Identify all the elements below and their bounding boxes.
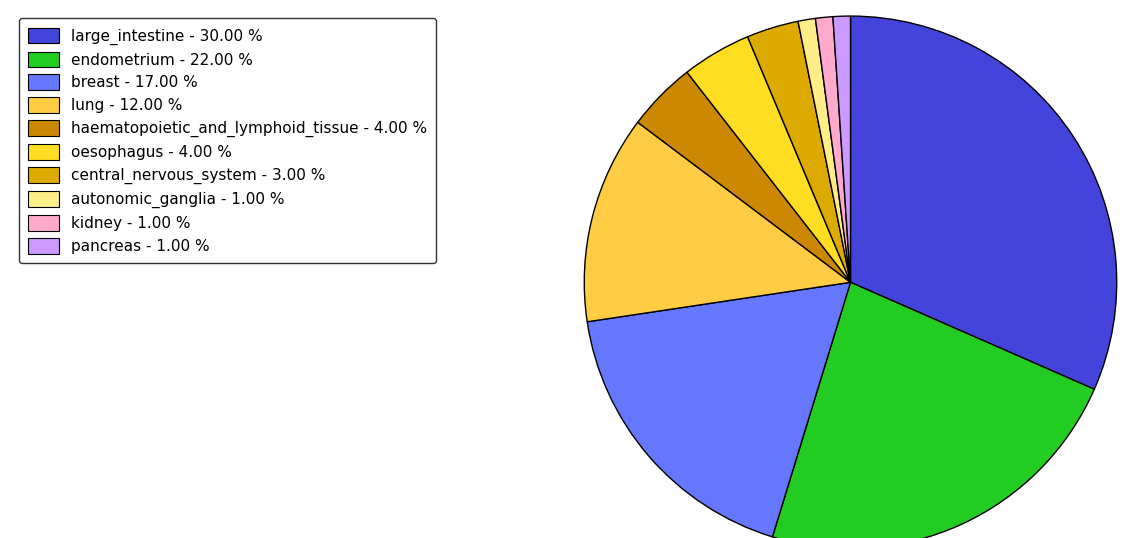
Wedge shape xyxy=(747,22,850,282)
Wedge shape xyxy=(687,37,850,282)
Wedge shape xyxy=(815,17,850,282)
Legend: large_intestine - 30.00 %, endometrium - 22.00 %, breast - 17.00 %, lung - 12.00: large_intestine - 30.00 %, endometrium -… xyxy=(19,18,437,263)
Wedge shape xyxy=(832,16,850,282)
Wedge shape xyxy=(798,18,850,282)
Wedge shape xyxy=(587,282,850,537)
Wedge shape xyxy=(850,16,1117,390)
Wedge shape xyxy=(584,122,850,322)
Wedge shape xyxy=(772,282,1094,538)
Wedge shape xyxy=(637,72,850,282)
